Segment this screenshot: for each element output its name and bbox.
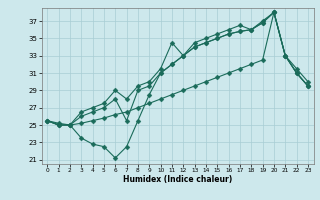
X-axis label: Humidex (Indice chaleur): Humidex (Indice chaleur) <box>123 175 232 184</box>
